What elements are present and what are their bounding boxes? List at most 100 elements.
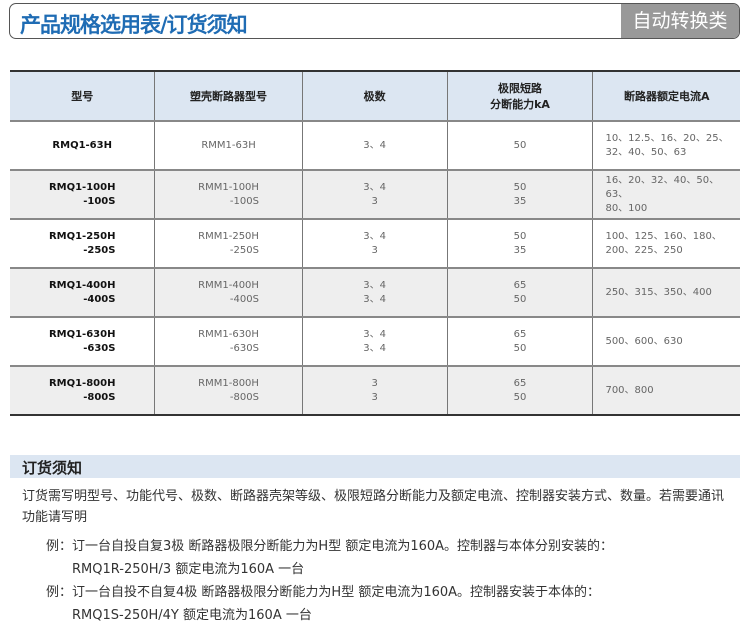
column-header-text: 极数: [363, 90, 386, 103]
cell-text: 50: [513, 293, 527, 305]
cell-text: RMQ1-63H: [52, 139, 112, 151]
cell-text: 10、12.5、16、20、25、: [605, 132, 729, 144]
column-header-text: 塑壳断路器型号: [190, 90, 268, 103]
cell-current: 16、20、32、40、50、63、 80、100: [592, 170, 740, 220]
cell-poles: 3、4 3、4: [301, 268, 448, 318]
cell-text: 3、4: [363, 181, 386, 193]
cell-text: 3、4: [363, 230, 386, 242]
example-line: 例：订一台自投不自复4极 断路器极限分断能力为H型 额定电流为160A。控制器安…: [46, 582, 750, 603]
cell-model: RMQ1-400H -400S: [10, 268, 155, 318]
cell-text: -630S: [83, 342, 116, 354]
column-header: 极限短路分断能力kA: [446, 70, 593, 122]
cell-capacity: 65 50: [446, 366, 593, 416]
column-header-text: 分断能力kA: [490, 98, 550, 111]
page-title: 产品规格选用表/订货须知: [20, 13, 248, 37]
example-label: 例：: [46, 585, 73, 600]
cell-text: 3、4: [363, 139, 386, 151]
cell-text: 65: [513, 377, 527, 389]
cell-text: RMQ1-630H: [48, 328, 116, 340]
cell-text: 3、4: [363, 328, 386, 340]
column-header: 断路器额定电流A: [592, 70, 740, 122]
cell-breaker: RMM1-250H -250S: [154, 219, 303, 269]
cell-model: RMQ1-630H -630S: [10, 317, 155, 367]
cell-text: -100S: [229, 195, 259, 207]
cell-current: 250、315、350、400: [592, 268, 740, 318]
example-text: 订一台自投不自复4极 断路器极限分断能力为H型 额定电流为160A。控制器安装于…: [72, 585, 601, 600]
table-row: RMQ1-63H RMM1-63H 3、4 50 10、12.5、16、20、25、 32…: [10, 121, 740, 171]
example-line: 例：订一台自投自复3极 断路器极限分断能力为H型 额定电流为160A。控制器与本…: [46, 536, 750, 557]
column-header: 极数: [301, 70, 448, 122]
title-box: 产品规格选用表/订货须知 自动转换类: [9, 3, 740, 39]
cell-breaker: RMM1-800H -800S: [154, 366, 303, 416]
cell-text: 3、4: [363, 279, 386, 291]
order-section-header: 订货须知: [10, 455, 740, 478]
column-header-text: 型号: [71, 90, 94, 103]
cell-text: -400S: [83, 293, 116, 305]
cell-text: 700、800: [605, 384, 654, 396]
example-label: 例：: [46, 539, 73, 554]
cell-breaker: RMM1-400H -400S: [154, 268, 303, 318]
cell-poles: 3、4 3: [301, 219, 448, 269]
cell-capacity: 50: [446, 121, 593, 171]
cell-breaker: RMM1-63H: [154, 121, 303, 171]
cell-text: 80、100: [605, 202, 648, 214]
cell-text: 65: [513, 279, 527, 291]
cell-text: 3: [371, 391, 378, 403]
cell-text: 50: [513, 342, 527, 354]
table-row: RMQ1-250H -250S RMM1-250H -250S 3、4 3 50 35 100、…: [10, 219, 740, 269]
cell-current: 700、800: [592, 366, 740, 416]
cell-model: RMQ1-800H -800S: [10, 366, 155, 416]
cell-text: -630S: [229, 342, 259, 354]
cell-text: 32、40、50、63: [605, 146, 687, 158]
cell-text: 3: [371, 244, 378, 256]
cell-text: 3、4: [363, 342, 386, 354]
cell-capacity: 65 50: [446, 268, 593, 318]
cell-poles: 3、4 3: [301, 170, 448, 220]
cell-text: -250S: [229, 244, 259, 256]
cell-text: RMM1-800H: [198, 377, 259, 389]
table-row: RMQ1-400H -400S RMM1-400H -400S 3、4 3、4 65 50 25…: [10, 268, 740, 318]
table-row: RMQ1-630H -630S RMM1-630H -630S 3、4 3、4 65 50 50…: [10, 317, 740, 367]
cell-text: 3: [371, 377, 378, 389]
cell-model: RMQ1-63H: [10, 121, 155, 171]
cell-capacity: 65 50: [446, 317, 593, 367]
cell-model: RMQ1-250H -250S: [10, 219, 155, 269]
cell-capacity: 50 35: [446, 219, 593, 269]
column-header-text: 极限短路: [498, 82, 543, 95]
cell-text: 35: [513, 195, 527, 207]
example-model: RMQ1S-250H/4Y 额定电流为160A 一台: [72, 608, 312, 623]
cell-text: RMQ1-800H: [48, 377, 116, 389]
example-model: RMQ1R-250H/3 额定电流为160A 一台: [72, 562, 305, 577]
cell-text: 200、225、250: [605, 244, 683, 256]
cell-text: RMM1-250H: [198, 230, 259, 242]
cell-text: 50: [513, 391, 527, 403]
cell-text: 50: [513, 181, 527, 193]
cell-text: 50: [513, 139, 527, 151]
cell-text: 50: [513, 230, 527, 242]
table-row: RMQ1-800H -800S RMM1-800H -800S 3 3 65 50 700、80…: [10, 366, 740, 416]
cell-text: RMM1-63H: [201, 139, 256, 151]
cell-capacity: 50 35: [446, 170, 593, 220]
example-text: 订一台自投自复3极 断路器极限分断能力为H型 额定电流为160A。控制器与本体分…: [72, 539, 614, 554]
cell-text: 65: [513, 328, 527, 340]
cell-current: 10、12.5、16、20、25、 32、40、50、63: [592, 121, 740, 171]
order-intro: 订货需写明型号、功能代号、极数、断路器壳架等级、极限短路分断能力及额定电流、控制…: [22, 489, 725, 525]
column-header-text: 断路器额定电流A: [623, 90, 710, 103]
cell-text: 3、4: [363, 293, 386, 305]
cell-breaker: RMM1-100H -100S: [154, 170, 303, 220]
column-header: 塑壳断路器型号: [154, 70, 303, 122]
cell-text: RMM1-100H: [198, 181, 259, 193]
cell-text: 100、125、160、180、: [605, 230, 722, 242]
cell-text: RMQ1-100H: [48, 181, 116, 193]
cell-text: 3: [371, 195, 378, 207]
cell-poles: 3、4 3、4: [301, 317, 448, 367]
spec-table: 型号 塑壳断路器型号 极数 极限短路 分断能力kA 断路器额定电流A RMQ1-63H RM…: [10, 70, 740, 416]
cell-poles: 3、4: [301, 121, 448, 171]
cell-text: -100S: [83, 195, 116, 207]
cell-text: 35: [513, 244, 527, 256]
cell-text: 250、315、350、400: [605, 286, 712, 298]
cell-current: 100、125、160、180、 200、225、250: [592, 219, 740, 269]
cell-text: RMM1-630H: [198, 328, 259, 340]
column-header: 型号: [10, 70, 155, 122]
